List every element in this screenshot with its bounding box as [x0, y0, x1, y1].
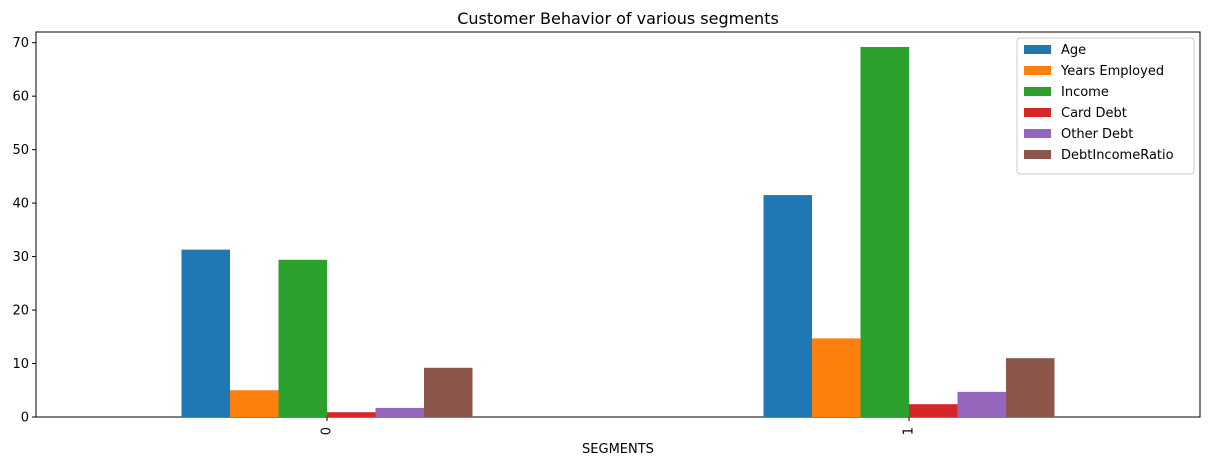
chart-title: Customer Behavior of various segments	[457, 9, 779, 28]
bar-age-segment-1	[763, 195, 812, 417]
y-tick-label: 30	[12, 250, 29, 265]
y-tick-label: 40	[12, 197, 29, 212]
legend-swatch-income	[1024, 87, 1051, 96]
legend-label-age: Age	[1061, 43, 1086, 58]
legend-swatch-card-debt	[1024, 108, 1051, 117]
plot-area	[35, 31, 1201, 418]
bar-income-segment-1	[860, 46, 909, 417]
bar-card-debt-segment-0	[327, 412, 376, 417]
bar-debtincomeratio-segment-0	[424, 367, 473, 417]
plot-frame	[35, 31, 1201, 418]
legend-swatch-debtincomeratio	[1024, 150, 1051, 159]
x-axis-title: SEGMENTS	[582, 442, 654, 457]
legend-label-card-debt: Card Debt	[1061, 106, 1127, 121]
y-tick-label: 70	[12, 36, 29, 51]
legend-swatch-age	[1024, 45, 1051, 54]
legend-label-other-debt: Other Debt	[1061, 127, 1133, 142]
x-tick-label: 1	[902, 427, 917, 435]
bar-years-employed-segment-1	[812, 338, 861, 417]
legend-swatch-other-debt	[1024, 129, 1051, 138]
bar-debtincomeratio-segment-1	[1006, 358, 1055, 417]
bar-years-employed-segment-0	[230, 390, 279, 417]
bar-other-debt-segment-0	[375, 407, 424, 417]
legend-box	[1016, 37, 1195, 175]
legend-swatch-years-employed	[1024, 66, 1051, 75]
bar-card-debt-segment-1	[909, 404, 958, 417]
legend: Age Years Employed Income Card Debt Other De…	[1016, 37, 1195, 175]
bars-group	[181, 46, 1055, 417]
x-tick-label: 0	[320, 427, 335, 435]
legend-label-years-employed: Years Employed	[1060, 64, 1164, 79]
legend-label-income: Income	[1061, 85, 1109, 100]
y-tick-label: 50	[12, 143, 29, 158]
bar-age-segment-0	[181, 249, 230, 417]
bar-other-debt-segment-1	[957, 391, 1006, 417]
y-tick-label: 10	[12, 357, 29, 372]
y-tick-label: 60	[12, 90, 29, 105]
y-axis: 0 10 20 30 40 50 60 70	[12, 36, 36, 426]
bar-income-segment-0	[278, 259, 327, 417]
y-tick-label: 0	[21, 411, 29, 426]
y-tick-label: 20	[12, 304, 29, 319]
legend-label-debtincomeratio: DebtIncomeRatio	[1061, 148, 1174, 163]
